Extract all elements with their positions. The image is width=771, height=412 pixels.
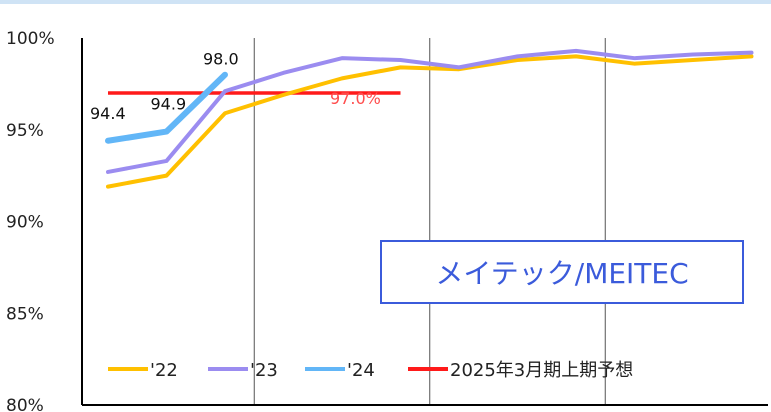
legend-label: '22 bbox=[150, 360, 178, 381]
data-label: 94.4 bbox=[90, 104, 126, 123]
series-line-2 bbox=[106, 48, 754, 174]
data-label: 94.9 bbox=[151, 95, 187, 114]
legend-label: 2025年3月期上期予想 bbox=[450, 360, 633, 381]
watermark-label: メイテック/MEITEC bbox=[380, 240, 744, 304]
top-strip bbox=[0, 0, 771, 4]
y-tick-label: 90% bbox=[6, 213, 44, 233]
y-tick-label: 100% bbox=[6, 29, 55, 49]
legend-label: '23 bbox=[250, 360, 278, 381]
y-tick-label: 95% bbox=[6, 121, 44, 141]
legend-label: '24 bbox=[347, 360, 375, 381]
data-label: 97.0% bbox=[330, 89, 381, 108]
series-line-3 bbox=[105, 71, 228, 144]
data-label: 98.0 bbox=[203, 50, 239, 69]
y-tick-label: 85% bbox=[6, 304, 44, 324]
series-line-1 bbox=[106, 54, 754, 189]
y-tick-label: 80% bbox=[6, 396, 44, 412]
